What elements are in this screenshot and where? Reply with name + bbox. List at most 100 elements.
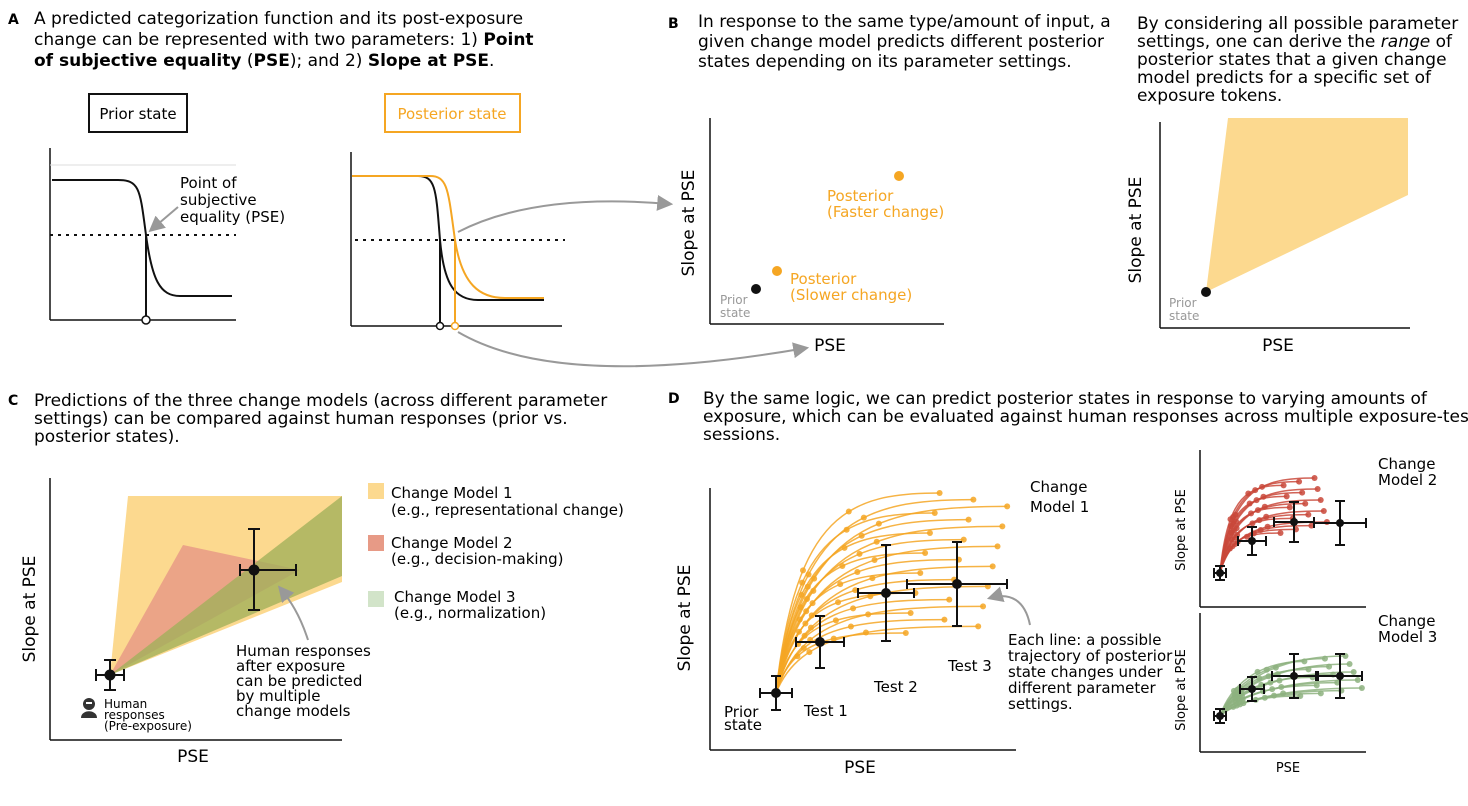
- trajectory-dot: [1350, 669, 1357, 675]
- trajectory-line: [1219, 655, 1346, 717]
- trajectory-dot: [975, 623, 982, 630]
- svg-text:Prior state: Prior state: [1169, 296, 1200, 323]
- test2-label: Test 2: [873, 678, 918, 696]
- pre-exposure-point: [95, 659, 125, 691]
- errorbar-point: [1248, 685, 1256, 693]
- posterior-slow-point: [772, 266, 782, 276]
- trajectory-dot: [1232, 511, 1239, 518]
- trajectory-dot: [852, 587, 859, 594]
- panel-c-xlabel: PSE: [177, 747, 209, 767]
- panel-a-letter: A: [8, 12, 19, 28]
- trajectory-dot: [806, 649, 813, 656]
- trajectory-dot: [1277, 530, 1284, 536]
- trajectory-dot: [1263, 513, 1270, 520]
- trajectory-dot: [858, 532, 865, 539]
- model1-label: Change Model 1: [1030, 478, 1092, 516]
- prior-state-label: Prior state: [99, 105, 176, 123]
- trajectory-dot: [1260, 493, 1267, 500]
- posterior-state-label: Posterior state: [397, 105, 506, 123]
- pse-arrow: [148, 206, 179, 233]
- errorbar-point: [815, 637, 825, 647]
- trajectory-dot: [1286, 504, 1293, 511]
- errorbar-point: [1290, 672, 1298, 680]
- model-range-region: [1206, 118, 1408, 292]
- panel-b-ylabel: Slope at PSE: [679, 170, 699, 277]
- errorbar-point: [1248, 537, 1256, 545]
- trajectory-dot: [1311, 475, 1318, 481]
- panel-a-caption-line-1: A predicted categorization function and …: [34, 9, 523, 29]
- errorbar-point: [952, 579, 962, 589]
- trajectory-line: [1219, 663, 1350, 717]
- trajectory-dot: [1358, 685, 1365, 691]
- trajectory-dot: [1299, 489, 1306, 496]
- trajectory-line: [1219, 671, 1354, 717]
- panel-c-annotation: Human responses after exposure can be pr…: [236, 642, 376, 720]
- panel-c: C Predictions of the three change models…: [8, 391, 624, 767]
- slope-arrow: [457, 194, 674, 233]
- trajectory-dot: [941, 616, 948, 623]
- panel-c-legend: Change Model 1 (e.g., representational c…: [368, 483, 624, 622]
- trajectory-dot: [989, 563, 996, 570]
- trajectory-line: [1219, 679, 1358, 717]
- trajectory-dot: [1314, 486, 1321, 492]
- person-icon: [81, 698, 97, 718]
- legend-model3-desc: (e.g., normalization): [394, 604, 546, 622]
- trajectory-dot: [960, 536, 967, 543]
- trajectory-dot: [1276, 677, 1283, 684]
- panel-a-caption-line-2: change can be represented with two param…: [34, 30, 534, 50]
- trajectory-dot: [902, 630, 909, 636]
- trajectory-dot: [1280, 690, 1287, 697]
- posterior-slow-label: Posterior (Slower change): [790, 270, 912, 304]
- model2-label: Change Model 2: [1378, 455, 1440, 489]
- trajectory-dot: [1264, 523, 1271, 530]
- trajectory-dot: [946, 596, 953, 603]
- legend-model2-desc: (e.g., decision-making): [391, 550, 563, 568]
- human-pre-label: Human responses (Pre-exposure): [104, 697, 192, 733]
- trajectory-line: [775, 492, 940, 694]
- errorbar-point: [1290, 518, 1298, 526]
- panel-b-right-plot: Slope at PSE PSE Prior state: [1126, 118, 1410, 356]
- prior-state-label-d: Prior state: [724, 703, 763, 734]
- errorbar-point: [1216, 712, 1224, 720]
- trajectory-line: [775, 505, 1008, 694]
- trajectory-dot: [1278, 683, 1285, 690]
- trajectory-dot: [808, 612, 815, 619]
- model3-trajectories: [1219, 653, 1365, 717]
- trajectory-line: [1219, 687, 1362, 717]
- trajectory-line: [775, 585, 988, 694]
- trajectory-dot: [922, 550, 929, 556]
- panel-b-right-xlabel: PSE: [1262, 336, 1294, 356]
- trajectory-line: [775, 498, 974, 694]
- panel-d: D By the same logic, we can predict post…: [668, 389, 1468, 778]
- panel-a: A A predicted categorization function an…: [8, 9, 810, 368]
- panel-c-ylabel: Slope at PSE: [20, 556, 40, 663]
- model2-trajectories: [1219, 475, 1330, 574]
- trajectory-line: [775, 565, 993, 694]
- panel-b-xlabel: PSE: [814, 336, 846, 356]
- pse-marker: [141, 315, 151, 325]
- human-errorbars-main: [759, 541, 1008, 711]
- panel-d-model2-plot: Slope at PSE Change Model 2: [1174, 450, 1440, 608]
- trajectory-dot: [854, 569, 861, 576]
- trajectory-dot: [856, 550, 863, 557]
- errorbar-point: [1336, 672, 1344, 680]
- trajectory-dot: [965, 516, 972, 523]
- trajectory-dot: [931, 510, 938, 516]
- trajectory-dot: [867, 593, 874, 600]
- trajectory-dot: [1261, 503, 1268, 510]
- trajectory-dot: [850, 605, 857, 612]
- trajectory-line: [1219, 488, 1318, 574]
- test3-label: Test 3: [947, 657, 992, 675]
- model1-trajectories: [775, 490, 1011, 694]
- trajectory-dot: [1296, 478, 1303, 485]
- test1-label: Test 1: [803, 702, 848, 720]
- trajectory-dot: [807, 624, 814, 631]
- model3-label: Change Model 3: [1378, 612, 1440, 646]
- post-exposure-point: [239, 528, 297, 611]
- trajectory-dot: [871, 556, 878, 563]
- human-errorbars-m3: [1213, 653, 1363, 724]
- prior-point: [751, 284, 761, 294]
- panel-c-plot: Slope at PSE PSE Human responses after e…: [20, 478, 376, 767]
- legend-model3-name: Change Model 3: [394, 588, 516, 606]
